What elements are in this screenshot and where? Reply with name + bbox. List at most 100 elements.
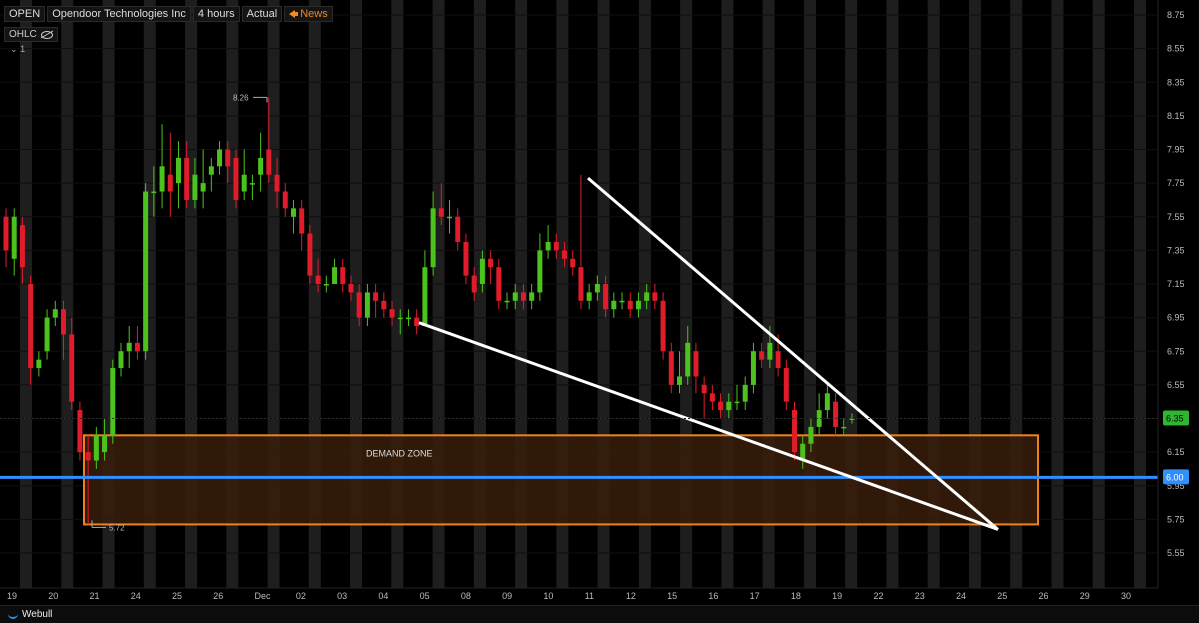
candle-body xyxy=(307,233,313,276)
hide-eye-icon[interactable] xyxy=(40,30,53,39)
candle-body xyxy=(430,208,436,268)
y-tick-label: 8.35 xyxy=(1167,77,1185,87)
candle-body xyxy=(175,157,181,184)
candle-body xyxy=(315,275,321,284)
candle-body xyxy=(660,300,666,352)
candle-body xyxy=(60,309,66,335)
x-tick-label: 17 xyxy=(750,591,760,601)
indicator-collapse[interactable]: ⌄ 1 xyxy=(10,44,25,55)
demand-zone-label: DEMAND ZONE xyxy=(366,448,433,458)
candle-body xyxy=(455,216,461,242)
x-tick-label: Dec xyxy=(255,591,272,601)
x-tick-label: 19 xyxy=(7,591,17,601)
candle-body xyxy=(208,166,214,175)
candle-body xyxy=(93,435,99,461)
candle-body xyxy=(824,393,830,411)
candle-body xyxy=(85,452,91,461)
x-tick-label: 16 xyxy=(708,591,718,601)
interval-selector[interactable]: 4 hours xyxy=(192,6,240,22)
candle-body xyxy=(578,267,584,301)
candle-body xyxy=(742,384,748,402)
indicator-legend[interactable]: OHLC xyxy=(4,27,58,42)
candle-body xyxy=(701,384,707,394)
candle-body xyxy=(184,157,190,200)
candle-body xyxy=(356,292,362,318)
x-tick-label: 26 xyxy=(213,591,223,601)
candle-body xyxy=(373,292,379,301)
demand-zone xyxy=(83,434,1039,526)
footer-brand: Webull xyxy=(22,609,53,620)
candle-body xyxy=(841,426,847,429)
y-tick-label: 7.75 xyxy=(1167,178,1185,188)
candle-body xyxy=(693,351,699,377)
webull-logo-icon xyxy=(8,610,18,619)
x-tick-label: 24 xyxy=(131,591,141,601)
candle-body xyxy=(274,174,280,192)
candle-body xyxy=(77,410,83,453)
candle-body xyxy=(668,351,674,385)
candle-body xyxy=(800,443,806,461)
x-tick-label: 22 xyxy=(873,591,883,601)
current-price-tag xyxy=(1163,410,1189,426)
speaker-icon xyxy=(289,10,299,18)
y-tick-label: 7.95 xyxy=(1167,145,1185,155)
high-label: 8.26 xyxy=(233,93,249,102)
candle-body xyxy=(102,435,108,453)
price-mode-selector[interactable]: Actual xyxy=(241,6,283,22)
candle-body xyxy=(241,174,247,192)
candle-body xyxy=(726,401,732,411)
candle-body xyxy=(750,351,756,385)
candle-body xyxy=(775,351,781,369)
candle-body xyxy=(126,342,132,352)
y-tick-label: 5.95 xyxy=(1167,481,1185,491)
y-tick-label: 7.35 xyxy=(1167,245,1185,255)
y-tick-label: 7.55 xyxy=(1167,212,1185,222)
x-tick-label: 21 xyxy=(90,591,100,601)
candle-body xyxy=(192,174,198,200)
candle-body xyxy=(52,309,58,318)
x-tick-label: 15 xyxy=(667,591,677,601)
y-tick-label: 8.55 xyxy=(1167,44,1185,54)
x-tick-label: 26 xyxy=(1038,591,1048,601)
candle-body xyxy=(69,334,75,402)
x-tick-label: 04 xyxy=(378,591,388,601)
x-tick-label: 05 xyxy=(420,591,430,601)
candle-body xyxy=(447,216,453,219)
candle-body xyxy=(562,250,568,259)
candle-body xyxy=(389,309,395,318)
chevron-down-icon[interactable]: ⌄ xyxy=(10,44,18,54)
session-band xyxy=(1092,0,1105,588)
ticker-symbol[interactable]: OPEN xyxy=(4,6,46,22)
news-toggle[interactable]: News xyxy=(284,6,333,22)
x-tick-label: 12 xyxy=(626,591,636,601)
candle-body xyxy=(594,284,600,293)
candle-body xyxy=(217,149,223,167)
candle-body xyxy=(19,225,25,268)
candle-body xyxy=(36,359,42,369)
y-tick-label: 6.55 xyxy=(1167,380,1185,390)
candle-body xyxy=(249,183,255,185)
candle-body xyxy=(611,300,617,310)
candle-body xyxy=(537,250,543,293)
candle-body xyxy=(3,216,9,251)
candle-body xyxy=(603,284,609,310)
y-tick-label: 8.75 xyxy=(1167,10,1185,20)
candle-body xyxy=(405,317,411,320)
chart-header: OPEN Opendoor Technologies Inc 4 hours A… xyxy=(4,6,335,22)
candle-body xyxy=(151,191,157,194)
x-tick-label: 09 xyxy=(502,591,512,601)
x-tick-label: 20 xyxy=(48,591,58,601)
candle-body xyxy=(685,342,691,377)
candle-body xyxy=(849,418,855,420)
y-tick-label: 6.95 xyxy=(1167,313,1185,323)
x-tick-label: 03 xyxy=(337,591,347,601)
candle-body xyxy=(11,216,17,259)
candle-body xyxy=(134,342,140,352)
candle-body xyxy=(529,292,535,301)
x-tick-label: 08 xyxy=(461,591,471,601)
candle-body xyxy=(635,300,641,310)
current-price-label: 6.35 xyxy=(1166,414,1184,424)
candle-body xyxy=(348,284,354,293)
candle-body xyxy=(833,401,839,427)
